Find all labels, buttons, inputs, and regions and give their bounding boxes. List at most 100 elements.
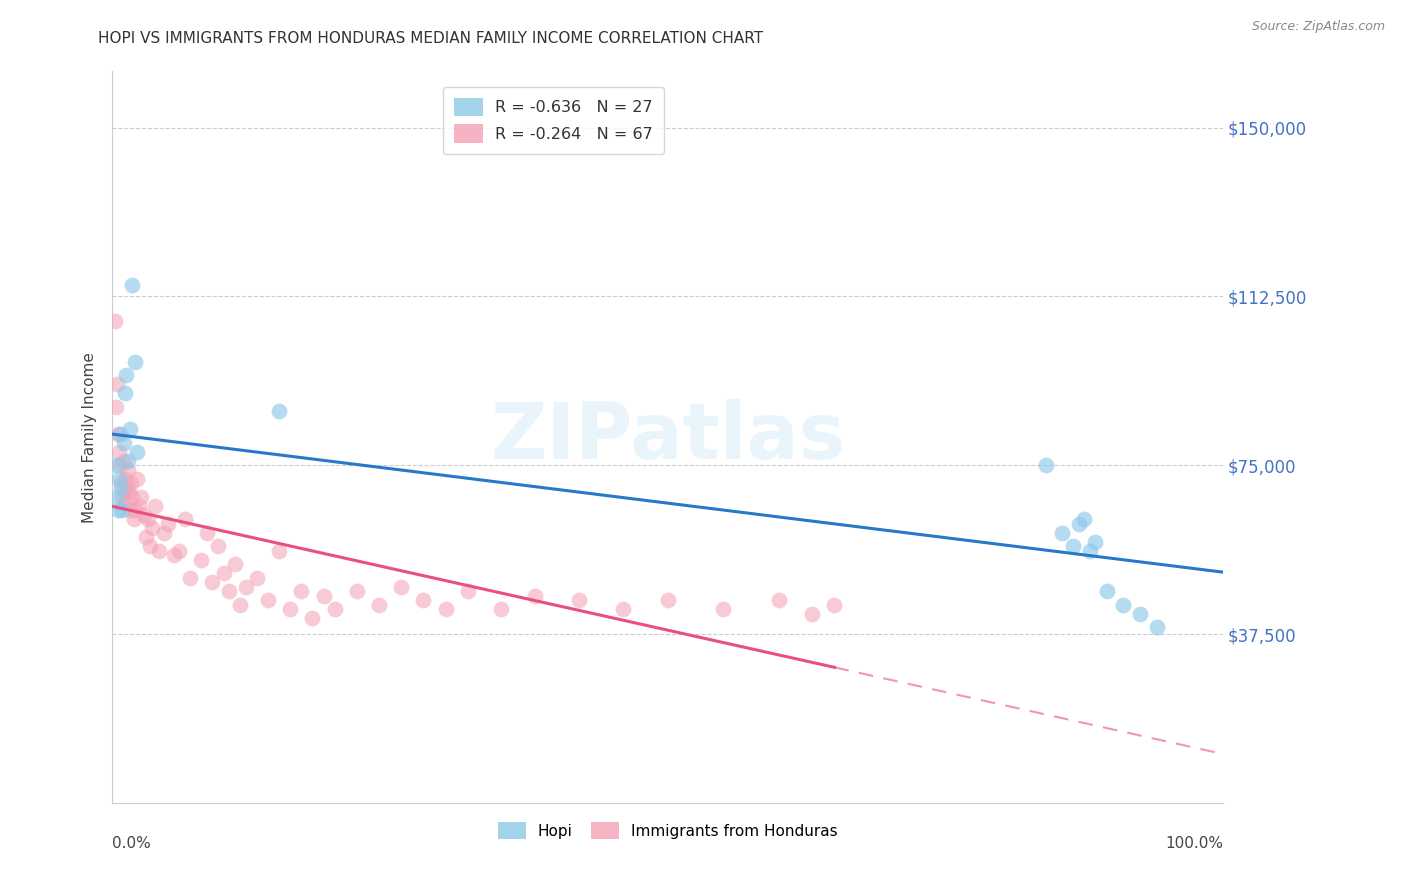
Point (120, 503, 142, 517)
Point (1062, 539, 1084, 553)
Point (141, 521, 163, 535)
Point (301, 611, 323, 625)
Point (110, 458, 132, 473)
Point (768, 593, 790, 607)
Text: Source: ZipAtlas.com: Source: ZipAtlas.com (1251, 20, 1385, 33)
Point (389, 580, 412, 594)
Point (122, 512, 145, 526)
Point (1078, 543, 1101, 558)
Point (108, 472, 131, 486)
Point (120, 422, 142, 436)
Point (1035, 458, 1057, 473)
Point (121, 278, 143, 293)
Point (312, 589, 335, 603)
Point (568, 593, 591, 607)
Point (257, 593, 280, 607)
Point (267, 404, 291, 418)
Point (207, 539, 229, 553)
Point (212, 566, 235, 581)
Point (110, 476, 132, 491)
Point (124, 354, 146, 368)
Point (713, 602, 735, 616)
Point (162, 548, 184, 562)
Point (121, 490, 143, 504)
Point (801, 607, 824, 621)
Point (118, 485, 141, 500)
Point (235, 580, 257, 594)
Point (114, 494, 136, 508)
Point (824, 598, 846, 612)
Point (190, 553, 212, 567)
Point (1084, 534, 1107, 549)
Point (117, 453, 139, 467)
Point (111, 503, 134, 517)
Point (132, 508, 155, 522)
Text: ZIPatlas: ZIPatlas (491, 399, 845, 475)
Point (107, 503, 129, 517)
Point (167, 543, 190, 558)
Point (523, 589, 546, 603)
Point (152, 525, 174, 540)
Point (143, 499, 166, 513)
Point (111, 490, 134, 504)
Point (179, 571, 201, 585)
Point (124, 503, 146, 517)
Point (489, 602, 512, 616)
Point (218, 584, 240, 599)
Point (104, 400, 127, 414)
Point (434, 602, 457, 616)
Point (246, 571, 269, 585)
Point (105, 490, 128, 504)
Point (104, 314, 127, 328)
Point (267, 543, 291, 558)
Point (131, 490, 153, 504)
Point (105, 377, 128, 392)
Point (148, 543, 170, 558)
Point (120, 476, 142, 491)
Point (108, 444, 131, 458)
Point (290, 584, 312, 599)
Point (1112, 598, 1135, 612)
Point (107, 426, 129, 441)
Point (117, 463, 139, 477)
Point (110, 481, 132, 495)
Point (136, 512, 159, 526)
Point (657, 593, 679, 607)
Point (139, 539, 162, 553)
Point (135, 530, 157, 544)
Point (114, 386, 136, 401)
Point (195, 525, 218, 540)
Point (224, 558, 246, 572)
Point (278, 602, 301, 616)
Point (157, 516, 180, 531)
Point (125, 444, 148, 458)
Point (323, 602, 346, 616)
Point (1095, 584, 1118, 599)
Point (1050, 525, 1073, 540)
Point (1129, 607, 1152, 621)
Point (412, 593, 434, 607)
Point (368, 598, 391, 612)
Y-axis label: Median Family Income: Median Family Income (82, 351, 97, 523)
Point (125, 472, 148, 486)
Text: HOPI VS IMMIGRANTS FROM HONDURAS MEDIAN FAMILY INCOME CORRELATION CHART: HOPI VS IMMIGRANTS FROM HONDURAS MEDIAN … (98, 31, 763, 46)
Point (114, 472, 136, 486)
Point (128, 499, 150, 513)
Point (229, 598, 252, 612)
Point (110, 426, 132, 441)
Text: 0.0%: 0.0% (112, 836, 152, 851)
Point (112, 435, 135, 450)
Point (1146, 620, 1168, 634)
Point (115, 481, 138, 495)
Point (201, 575, 224, 590)
Point (1067, 516, 1090, 531)
Point (457, 584, 479, 599)
Point (612, 602, 634, 616)
Point (104, 458, 127, 473)
Point (346, 584, 368, 599)
Text: 100.0%: 100.0% (1166, 836, 1223, 851)
Legend: Hopi, Immigrants from Honduras: Hopi, Immigrants from Honduras (488, 811, 848, 850)
Point (114, 368, 136, 383)
Point (1073, 512, 1095, 526)
Point (173, 512, 195, 526)
